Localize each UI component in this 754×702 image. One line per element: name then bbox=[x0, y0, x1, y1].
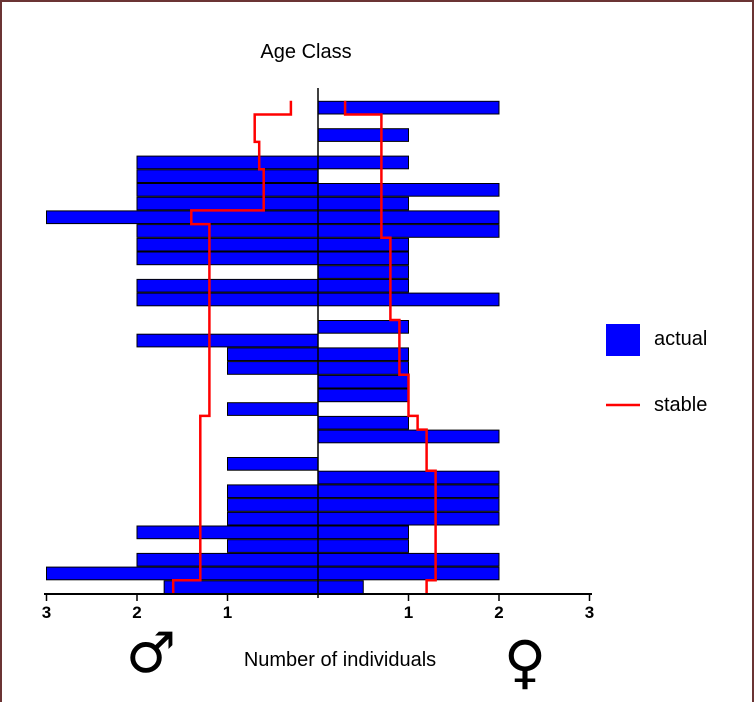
bar-male-row-27 bbox=[46, 210, 319, 225]
bar-female-row-17 bbox=[317, 347, 409, 362]
bar-female-row-29 bbox=[317, 183, 500, 197]
bar-female-row-26 bbox=[317, 224, 500, 238]
bar-female-row-22 bbox=[317, 278, 409, 293]
bar-female-row-11 bbox=[317, 429, 500, 444]
bar-male-row-30 bbox=[136, 169, 319, 184]
bar-male-row-13 bbox=[227, 402, 319, 416]
bar-male-row-28 bbox=[136, 196, 319, 211]
stable-lines bbox=[171, 100, 437, 594]
bar-male-row-3 bbox=[227, 539, 319, 553]
bar-male-row-6 bbox=[227, 498, 319, 512]
bar-male-row-18 bbox=[136, 333, 319, 348]
bar-male-row-29 bbox=[136, 183, 319, 197]
bar-male-row-22 bbox=[136, 278, 319, 293]
female-symbol: ♀ bbox=[504, 628, 546, 696]
x-tick-label-0: 3 bbox=[42, 603, 51, 622]
legend-actual-swatch bbox=[606, 324, 640, 356]
x-tick-label-1: 2 bbox=[132, 603, 141, 622]
bar-female-row-3 bbox=[317, 539, 409, 553]
bar-male-row-16 bbox=[227, 361, 319, 375]
bar-male-row-24 bbox=[136, 251, 319, 266]
bar-female-row-23 bbox=[317, 265, 409, 279]
stable-line-female bbox=[343, 100, 437, 594]
bar-female-row-19 bbox=[317, 320, 409, 334]
bar-female-row-4 bbox=[317, 525, 409, 540]
bar-female-row-16 bbox=[317, 361, 409, 375]
bar-female-row-25 bbox=[317, 237, 409, 252]
chart-title: Age Class bbox=[260, 41, 351, 63]
bar-female-row-7 bbox=[317, 484, 500, 499]
bar-male-row-31 bbox=[136, 155, 319, 170]
stable-line-male bbox=[171, 100, 293, 594]
bar-male-row-1 bbox=[46, 566, 319, 581]
bar-male-row-7 bbox=[227, 484, 319, 499]
bar-male-row-17 bbox=[227, 347, 319, 362]
x-tick-label-3: 1 bbox=[404, 603, 413, 622]
bar-female-row-27 bbox=[317, 210, 500, 225]
bar-female-row-8 bbox=[317, 470, 500, 485]
bar-female-row-2 bbox=[317, 552, 500, 567]
bar-male-row-25 bbox=[136, 237, 319, 252]
bar-male-row-0 bbox=[163, 580, 319, 594]
bar-female-row-12 bbox=[317, 415, 409, 430]
bar-female-row-31 bbox=[317, 155, 409, 170]
bar-female-row-33 bbox=[317, 128, 409, 142]
legend-actual-label: actual bbox=[654, 328, 707, 350]
bar-female-row-28 bbox=[317, 196, 409, 211]
bar-female-row-1 bbox=[317, 566, 500, 581]
bar-male-row-9 bbox=[227, 457, 319, 471]
bar-male-row-2 bbox=[136, 552, 319, 567]
x-axis-ticks: 3 2 1 1 2 3 bbox=[42, 594, 594, 622]
legend: actual stable bbox=[606, 324, 707, 416]
actual-bars bbox=[46, 100, 500, 594]
bar-female-row-0 bbox=[317, 580, 364, 594]
bar-male-row-4 bbox=[136, 525, 319, 540]
bar-female-row-24 bbox=[317, 251, 409, 266]
bar-female-row-14 bbox=[317, 388, 409, 403]
x-tick-label-5: 3 bbox=[585, 603, 594, 622]
bar-female-row-5 bbox=[317, 511, 500, 526]
bar-female-row-15 bbox=[317, 374, 409, 389]
x-tick-label-2: 1 bbox=[223, 603, 232, 622]
x-axis-label: Number of individuals bbox=[244, 649, 436, 671]
x-tick-label-4: 2 bbox=[494, 603, 503, 622]
bar-male-row-21 bbox=[136, 292, 319, 307]
bar-male-row-5 bbox=[227, 511, 319, 526]
male-symbol: ♂ bbox=[126, 621, 176, 686]
bar-female-row-21 bbox=[317, 292, 500, 307]
bar-female-row-6 bbox=[317, 498, 500, 512]
legend-stable-label: stable bbox=[654, 394, 707, 416]
bar-male-row-26 bbox=[136, 224, 319, 238]
